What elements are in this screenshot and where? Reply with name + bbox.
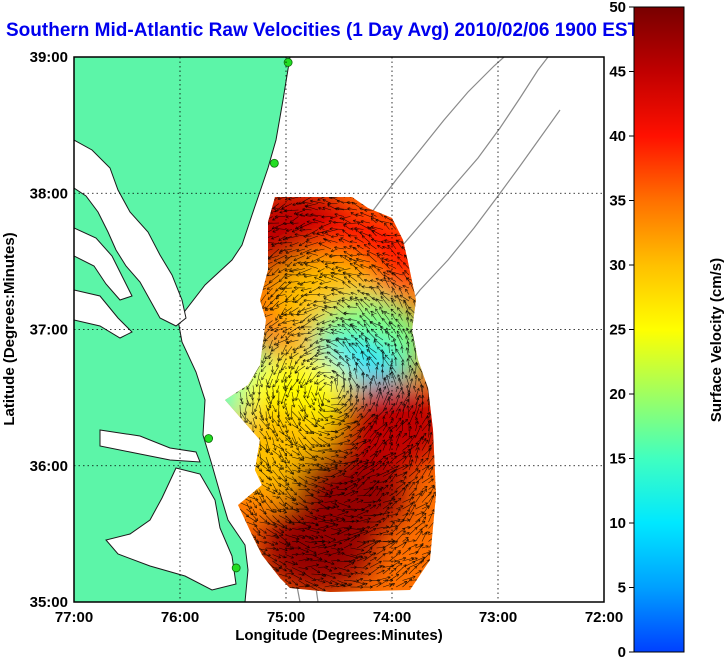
colorbar-tick-label: 0 <box>618 644 626 659</box>
colorbar-tick-label: 30 <box>609 257 626 274</box>
radar-station-marker <box>283 58 293 67</box>
x-tick-label: 72:00 <box>585 609 623 626</box>
plot-frame <box>73 56 605 603</box>
colorbar-tick-label: 45 <box>609 64 626 81</box>
colorbar-tick-label: 35 <box>609 193 626 210</box>
bay-inlet <box>74 227 133 301</box>
chart-title: Southern Mid-Atlantic Raw Velocities (1 … <box>6 20 640 41</box>
x-tick-label: 76:00 <box>161 609 199 626</box>
colorbar-tick-label: 25 <box>609 322 626 339</box>
colorbar-tick-label: 40 <box>609 128 626 145</box>
chesapeake-bay <box>74 139 187 327</box>
x-tick-label: 77:00 <box>55 609 93 626</box>
colorbar-tick-label: 20 <box>609 386 626 403</box>
albemarle-sound <box>99 429 201 463</box>
colorbar-tick-label: 5 <box>618 580 626 597</box>
y-tick-label: 35:00 <box>30 594 68 611</box>
radar-station-marker <box>231 563 241 573</box>
colorbar-tick-label: 50 <box>609 0 626 16</box>
y-tick-label: 37:00 <box>30 322 68 339</box>
y-tick-label: 36:00 <box>30 458 68 475</box>
y-axis-label: Latitude (Degrees:Minutes) <box>1 232 18 425</box>
y-tick-label: 38:00 <box>30 185 68 202</box>
colorbar-label: Surface Velocity (cm/s) <box>708 258 724 422</box>
y-tick-label: 39:00 <box>30 49 68 66</box>
colorbar-tick-label: 15 <box>609 451 626 468</box>
colorbar-tick-label: 10 <box>609 515 626 532</box>
radar-station-marker <box>269 158 279 168</box>
x-axis-label: Longitude (Degrees:Minutes) <box>235 627 443 644</box>
velocity-region <box>334 378 436 471</box>
radar-station-marker <box>204 434 214 443</box>
colorbar <box>633 6 685 653</box>
x-tick-label: 74:00 <box>373 609 411 626</box>
bay-inlet <box>74 289 133 339</box>
pamlico-sound <box>105 467 237 591</box>
x-tick-label: 75:00 <box>267 609 305 626</box>
x-tick-label: 73:00 <box>479 609 517 626</box>
